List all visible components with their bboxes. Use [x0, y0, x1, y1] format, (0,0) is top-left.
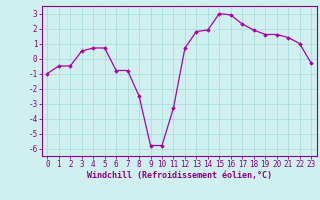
- X-axis label: Windchill (Refroidissement éolien,°C): Windchill (Refroidissement éolien,°C): [87, 171, 272, 180]
